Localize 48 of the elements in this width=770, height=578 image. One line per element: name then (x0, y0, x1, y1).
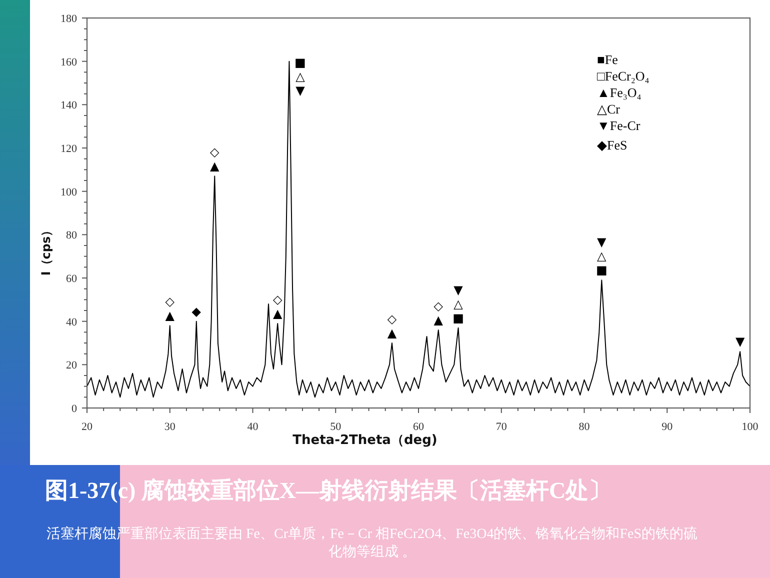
annotation: △ (454, 296, 464, 311)
annotation: ▼Fe-Cr (597, 118, 641, 133)
annotation: △Cr (597, 102, 621, 116)
annotation: ◇ (387, 312, 398, 326)
y-axis-title: I（cps） (39, 224, 53, 276)
y-tick-label: 60 (66, 273, 78, 285)
annotation: ◇ (210, 145, 220, 160)
annotation: ■ (294, 55, 306, 70)
annotation: ▲ (387, 326, 398, 340)
annotation: ◆FeS (597, 138, 628, 152)
x-tick-label: 70 (496, 421, 508, 433)
annotation: ◇ (165, 294, 176, 309)
annotation: ◆ (192, 304, 202, 318)
y-tick-label: 0 (72, 403, 78, 415)
annotation: ◇ (434, 299, 444, 313)
x-tick-label: 50 (330, 421, 342, 433)
y-tick-label: 120 (60, 143, 78, 155)
annotation: ▼ (296, 83, 306, 98)
y-tick-label: 160 (60, 56, 78, 68)
x-tick-label: 40 (247, 421, 259, 433)
y-tick-label: 80 (66, 230, 78, 242)
x-tick-label: 80 (578, 421, 590, 433)
annotation: ▼ (735, 334, 746, 349)
annotation: △ (597, 249, 608, 264)
annotation: ▲ (165, 308, 176, 323)
x-tick-label: 30 (164, 421, 176, 433)
y-tick-label: 180 (60, 13, 78, 25)
annotation: ▲ (272, 306, 283, 320)
x-tick-label: 20 (82, 421, 93, 433)
annotation: △ (296, 69, 306, 84)
annotation: □FeCr₂O₄ (597, 68, 650, 84)
annotation: ■Fe (597, 52, 618, 67)
annotation: ▲Fe₃O₄ (597, 85, 642, 100)
x-tick-label: 100 (742, 421, 759, 433)
y-tick-label: 20 (66, 360, 78, 372)
annotation: ▲ (434, 313, 444, 327)
y-tick-label: 100 (60, 186, 78, 198)
annotation: ◇ (272, 292, 283, 306)
x-tick-label: 60 (413, 421, 424, 433)
annotation: ■ (596, 263, 608, 278)
x-axis-title: Theta-2Theta（deg) (292, 433, 438, 448)
annotation: ▲ (210, 159, 220, 174)
x-tick-label: 90 (662, 421, 674, 433)
annotation: ▼ (454, 282, 464, 297)
y-tick-label: 140 (60, 100, 78, 112)
annotation: ■ (452, 310, 464, 325)
annotation: ▼ (597, 235, 608, 250)
y-tick-label: 40 (66, 316, 78, 328)
